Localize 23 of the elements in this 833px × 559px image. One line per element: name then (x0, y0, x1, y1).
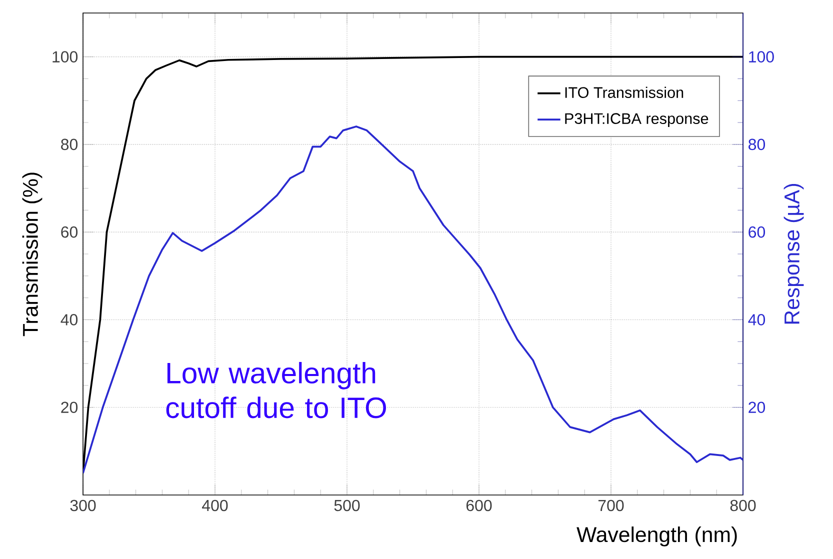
y2-tick-label: 80 (748, 138, 766, 150)
y2-tick-label: 100 (749, 51, 774, 62)
x-tick-label: 300 (70, 500, 96, 512)
x-tick-label: 800 (730, 500, 756, 512)
legend-label: ITO Transmission (565, 86, 684, 98)
y2-tick-label: 60 (748, 226, 766, 238)
y-tick-label: 40 (60, 314, 78, 326)
y-tick-label: 80 (61, 138, 78, 150)
annotation: Low wavelength cutoff due to ITO (166, 362, 386, 418)
x-tick-label: 600 (466, 500, 492, 512)
y-tick-label: 20 (61, 402, 78, 414)
legend-label: P3HT:ICBA response (565, 113, 708, 128)
y2-tick-label: 40 (748, 314, 766, 326)
x-tick-label: 500 (334, 500, 360, 512)
y2-axis-title: Response (µA) (784, 184, 804, 324)
x-tick-label: 400 (202, 500, 228, 512)
line-series (83, 126, 743, 474)
y-axis-title: Transmission (%) (22, 172, 42, 336)
x-tick-label: 700 (598, 500, 624, 512)
x-axis-title: Wavelength (nm) (576, 526, 737, 546)
y-tick-label: 100 (52, 51, 78, 62)
y2-tick-label: 20 (748, 402, 766, 414)
y-tick-label: 60 (61, 226, 78, 238)
